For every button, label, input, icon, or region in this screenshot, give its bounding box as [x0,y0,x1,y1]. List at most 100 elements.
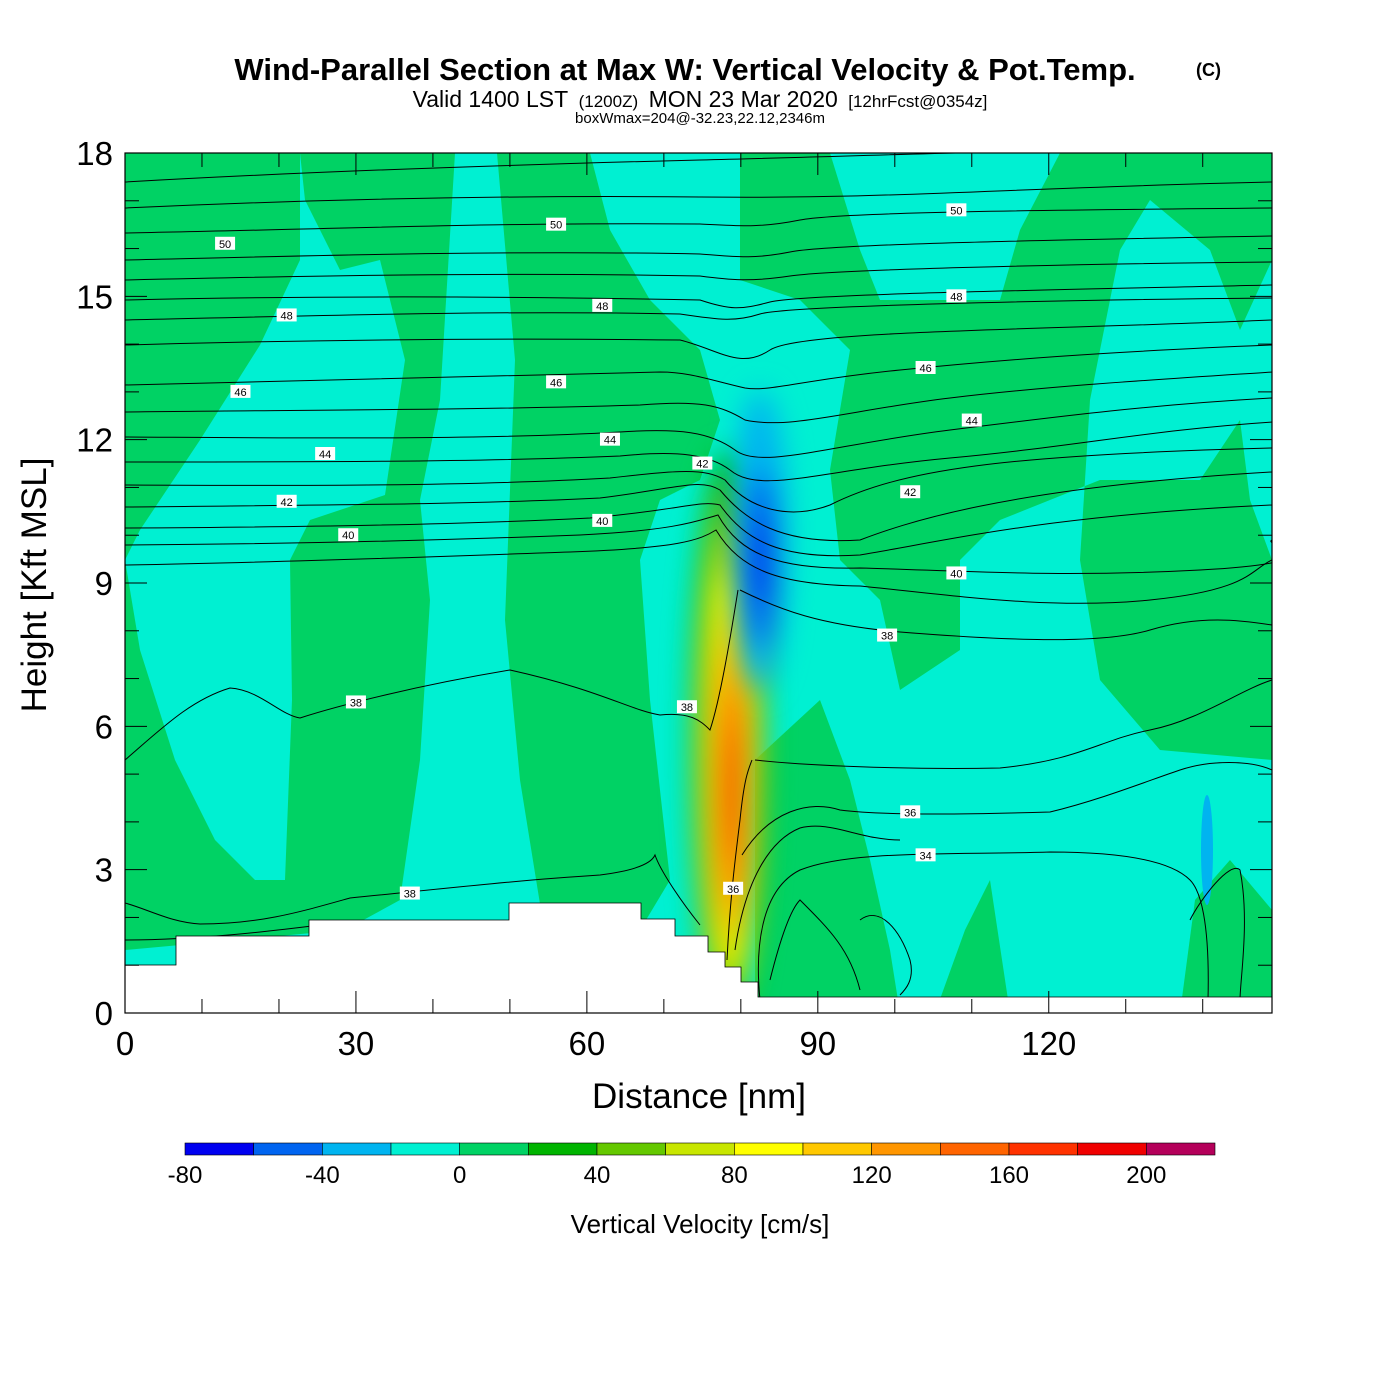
theta-line-49 [125,235,1272,261]
theta-line-b19 [125,181,1272,209]
theta-line-44 [125,397,1272,458]
contour-label-text: 42 [904,487,916,499]
contour-label-text: 46 [550,377,562,389]
subtitle-valid: Valid 1400 LST [413,86,569,112]
contour-label-text: 48 [281,310,293,322]
colorbar-tick-label: -40 [305,1162,340,1189]
x-tick-label: 60 [569,1025,606,1062]
theta-line-42 [125,471,1272,542]
updraft-zone-lower-right [755,700,900,1013]
subtitle-zulu: (1200Z) [579,92,639,111]
colorbar-tick-label: 80 [721,1162,748,1189]
contour-label-bg [946,203,967,217]
contour-label-text: 40 [342,530,354,542]
colorbar-tick-label: 160 [989,1162,1029,1189]
contour-label-text: 50 [219,239,231,251]
theta-line-38-upper [739,589,1272,641]
subtitle-fcst: [12hrFcst@0354z] [848,92,987,111]
theta-line-41 [125,503,1272,557]
colorbar-swatch [1008,1142,1078,1156]
contour-label-40: 40 [946,566,967,580]
contour-label-text: 40 [596,516,608,528]
colorbar-tick-label: -80 [168,1162,203,1189]
colorbar-swatch [1077,1142,1147,1156]
theta-line-35 [734,825,901,951]
contour-label-44: 44 [599,432,620,447]
colorbar-swatch [1146,1142,1216,1156]
theta-line-40 [125,514,1272,574]
contour-label-48: 48 [946,289,967,303]
contour-label-bg [900,805,921,819]
y-tick-label: 6 [95,708,113,745]
colorbar: -80 -40 0 40 80 120 160 200 [168,1142,1216,1189]
contour-label-46: 46 [230,384,251,399]
colorbar-swatch [596,1142,666,1156]
theta-line-right-edge [1189,867,1245,1001]
theta-line-47 [125,319,1272,359]
updraft-zone-right-upper [740,153,1272,760]
theta-line-36-core [726,759,753,961]
theta-contour-labels: 50 50 50 48 48 48 46 46 46 44 44 44 42 42 42 40 40 40 38 38… [215,203,982,901]
colorbar-swatch [940,1142,1010,1156]
contour-label-text: 40 [950,568,962,580]
contour-label-bg [915,361,936,374]
contour-label-46: 46 [915,361,936,375]
contour-label-46: 46 [546,375,567,389]
contour-label-bg [315,447,336,460]
colorbar-swatch [802,1142,872,1156]
contour-label-bg [676,700,697,714]
copyright-mark: (C) [1196,60,1221,80]
x-axis: 0 30 60 90 120 [116,153,1204,1062]
contour-label-text: 38 [681,702,693,714]
theta-line-left-low [125,924,321,941]
theta-line-50 [125,207,1272,234]
contour-label-bg [877,628,898,642]
contour-label-bg [276,494,297,508]
contour-label-44: 44 [315,447,336,461]
colorbar-tick-label: 120 [852,1162,892,1189]
contour-label-40: 40 [338,528,359,542]
x-tick-label: 90 [799,1025,836,1062]
contour-label-34: 34 [915,848,936,862]
contour-label-text: 50 [550,220,562,232]
contour-label-38: 38 [399,886,420,901]
colorbar-swatch [253,1142,323,1156]
contour-label-bg [915,848,936,862]
y-tick-label: 3 [95,852,113,889]
updraft-zone-bottom [935,880,1010,1013]
contour-label-36: 36 [723,881,744,896]
contour-label-text: 38 [350,697,362,709]
theta-contours [125,153,1272,1001]
contour-label-text: 44 [319,449,331,461]
contour-label-text: 48 [596,301,608,313]
contour-label-bg [546,375,567,389]
contour-label-38: 38 [877,628,898,643]
contour-label-text: 38 [881,631,893,643]
x-tick-label: 0 [116,1025,134,1062]
chart-title: Wind-Parallel Section at Max W: Vertical… [234,52,1135,87]
theta-line-34 [757,851,1209,1001]
contour-label-50: 50 [946,203,967,217]
box-wmax-info: boxWmax=204@-32.23,22.12,2346m [575,110,825,127]
colorbar-swatch [665,1142,735,1156]
updraft-zone-center [497,153,720,935]
contour-label-bg [592,513,613,527]
colorbar-tick-label: 200 [1126,1162,1166,1189]
theta-line-34-dome [769,899,861,991]
theta-line-46 [125,344,1272,390]
y-tick-label: 0 [95,995,113,1032]
colorbar-tick-label: 40 [584,1162,611,1189]
contour-label-42: 42 [276,494,297,509]
contour-label-38: 38 [345,695,366,709]
contour-label-bg [900,485,921,499]
colorbar-swatch [734,1142,804,1156]
contour-label-50: 50 [546,217,567,232]
colorbar-swatch [871,1142,941,1156]
contour-label-bg [723,881,744,895]
colorbar-swatch [459,1142,529,1156]
colorbar-swatch [322,1142,392,1156]
subtitle-date: MON 23 Mar 2020 [649,86,838,112]
contour-label-bg [215,236,236,250]
theta-line-38-low [125,853,701,926]
